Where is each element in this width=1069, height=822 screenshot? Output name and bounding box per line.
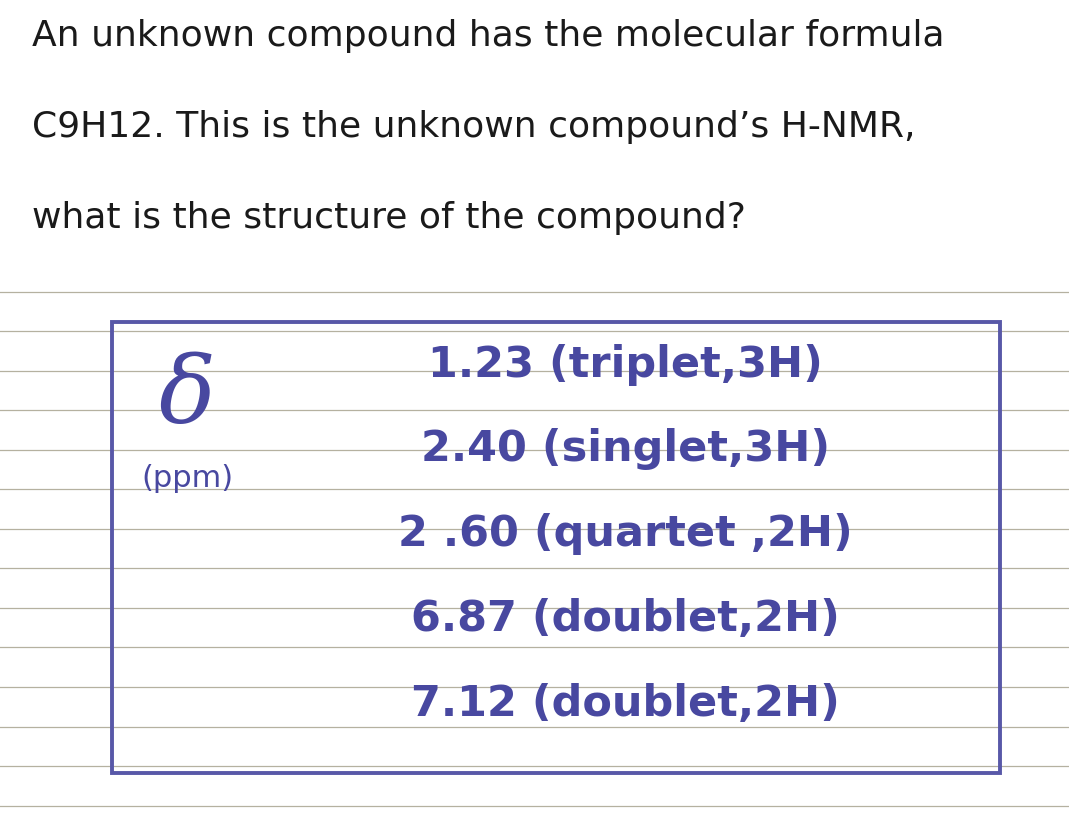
Text: C9H12. This is the unknown compound’s H-NMR,: C9H12. This is the unknown compound’s H-… xyxy=(32,110,915,144)
Text: (ppm): (ppm) xyxy=(141,464,233,493)
Text: 6.87 (doublet,2H): 6.87 (doublet,2H) xyxy=(410,598,840,640)
Text: 2 .60 (quartet ,2H): 2 .60 (quartet ,2H) xyxy=(398,513,853,555)
Text: An unknown compound has the molecular formula: An unknown compound has the molecular fo… xyxy=(32,19,945,53)
Text: 1.23 (triplet,3H): 1.23 (triplet,3H) xyxy=(428,344,823,386)
Bar xyxy=(112,322,1000,773)
Text: 7.12 (doublet,2H): 7.12 (doublet,2H) xyxy=(410,682,840,725)
Text: what is the structure of the compound?: what is the structure of the compound? xyxy=(32,201,746,235)
Text: δ: δ xyxy=(158,352,216,442)
Text: 2.40 (singlet,3H): 2.40 (singlet,3H) xyxy=(421,428,830,470)
